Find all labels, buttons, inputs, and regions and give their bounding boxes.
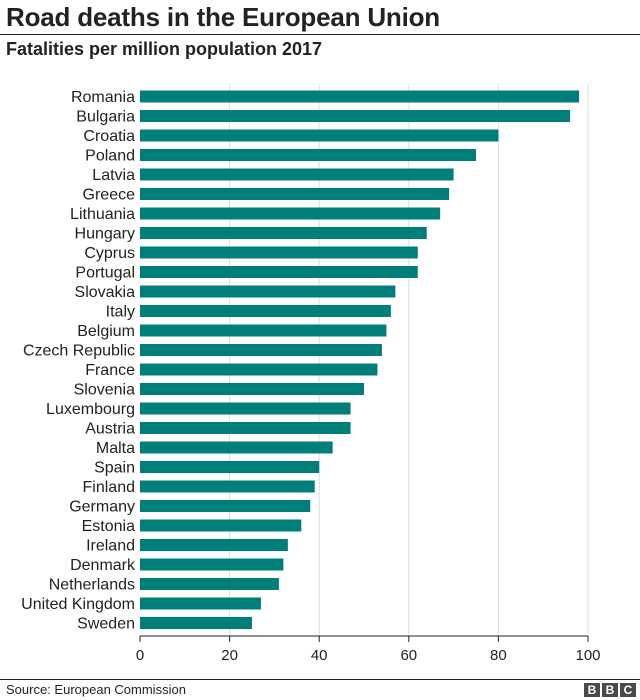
bar-france bbox=[140, 363, 378, 376]
bar-czech-republic bbox=[140, 344, 382, 356]
x-tick-label-20: 20 bbox=[221, 647, 238, 664]
category-label-lithuania: Lithuania bbox=[70, 206, 135, 223]
x-axis: 0 20 40 60 80 100 bbox=[136, 635, 601, 664]
footer-divider bbox=[0, 679, 640, 680]
bar-sweden bbox=[140, 617, 252, 629]
title-divider bbox=[0, 34, 640, 35]
bar-netherlands bbox=[140, 578, 279, 590]
bar-spain bbox=[140, 461, 320, 473]
x-tick-label-100: 100 bbox=[575, 647, 600, 664]
category-label-france: France bbox=[85, 362, 135, 379]
bar-germany bbox=[140, 500, 311, 512]
category-label-estonia: Estonia bbox=[82, 518, 135, 535]
category-label-luxembourg: Luxembourg bbox=[46, 401, 135, 418]
x-tick-label-0: 0 bbox=[136, 647, 144, 664]
category-label-romania: Romania bbox=[71, 89, 135, 106]
category-label-malta: Malta bbox=[96, 440, 135, 457]
category-label-belgium: Belgium bbox=[77, 323, 135, 340]
bar-austria bbox=[140, 422, 351, 434]
category-label-spain: Spain bbox=[94, 460, 135, 477]
x-tick-label-80: 80 bbox=[490, 647, 507, 664]
category-label-slovenia: Slovenia bbox=[74, 382, 135, 399]
category-label-latvia: Latvia bbox=[92, 167, 135, 184]
x-tick-label-60: 60 bbox=[400, 647, 417, 664]
bar-greece bbox=[140, 188, 450, 200]
bar-finland bbox=[140, 480, 315, 493]
bbc-logo-letter-b2: B bbox=[602, 683, 618, 697]
bar-belgium bbox=[140, 324, 387, 337]
bar-poland bbox=[140, 149, 476, 161]
bar-portugal bbox=[140, 266, 418, 278]
bbc-logo-letter-c: C bbox=[620, 683, 636, 697]
category-label-hungary: Hungary bbox=[75, 226, 135, 243]
category-label-sweden: Sweden bbox=[77, 616, 135, 633]
category-label-united-kingdom: United Kingdom bbox=[21, 596, 135, 613]
category-label-poland: Poland bbox=[85, 148, 135, 165]
bars bbox=[140, 90, 580, 629]
source-note: Source: European Commission bbox=[6, 682, 186, 697]
category-label-germany: Germany bbox=[69, 499, 135, 516]
category-label-netherlands: Netherlands bbox=[49, 577, 135, 594]
bar-latvia bbox=[140, 168, 454, 181]
bar-malta bbox=[140, 441, 333, 454]
bar-cyprus bbox=[140, 246, 418, 259]
bar-romania bbox=[140, 90, 580, 103]
chart-subtitle: Fatalities per million population 2017 bbox=[6, 39, 323, 59]
x-tick-label-40: 40 bbox=[311, 647, 328, 664]
bbc-logo-letter-b1: B bbox=[584, 683, 600, 697]
bar-ireland bbox=[140, 539, 288, 551]
chart-title: Road deaths in the European Union bbox=[6, 2, 440, 32]
bar-lithuania bbox=[140, 207, 441, 220]
category-label-cyprus: Cyprus bbox=[84, 245, 135, 262]
grid-lines bbox=[229, 85, 589, 636]
category-label-slovakia: Slovakia bbox=[75, 284, 136, 301]
category-label-greece: Greece bbox=[83, 187, 136, 204]
category-label-ireland: Ireland bbox=[86, 538, 135, 555]
category-label-czech-republic: Czech Republic bbox=[23, 343, 135, 360]
bar-united-kingdom bbox=[140, 597, 261, 610]
bar-italy bbox=[140, 305, 391, 317]
bar-estonia bbox=[140, 519, 302, 532]
category-label-austria: Austria bbox=[85, 421, 135, 438]
category-label-finland: Finland bbox=[83, 479, 135, 496]
bar-croatia bbox=[140, 129, 499, 142]
bar-luxembourg bbox=[140, 402, 351, 415]
category-label-denmark: Denmark bbox=[70, 557, 136, 574]
category-label-croatia: Croatia bbox=[83, 128, 135, 145]
bar-bulgaria bbox=[140, 110, 571, 122]
bar-hungary bbox=[140, 227, 427, 239]
bar-denmark bbox=[140, 558, 284, 571]
category-label-portugal: Portugal bbox=[75, 265, 135, 282]
category-labels: Romania Bulgaria Croatia Poland Latvia Greece… bbox=[21, 89, 136, 633]
bbc-logo: B B C bbox=[584, 683, 636, 697]
category-label-italy: Italy bbox=[106, 304, 135, 321]
category-label-bulgaria: Bulgaria bbox=[76, 109, 135, 126]
bar-slovenia bbox=[140, 383, 364, 395]
bar-slovakia bbox=[140, 285, 396, 298]
